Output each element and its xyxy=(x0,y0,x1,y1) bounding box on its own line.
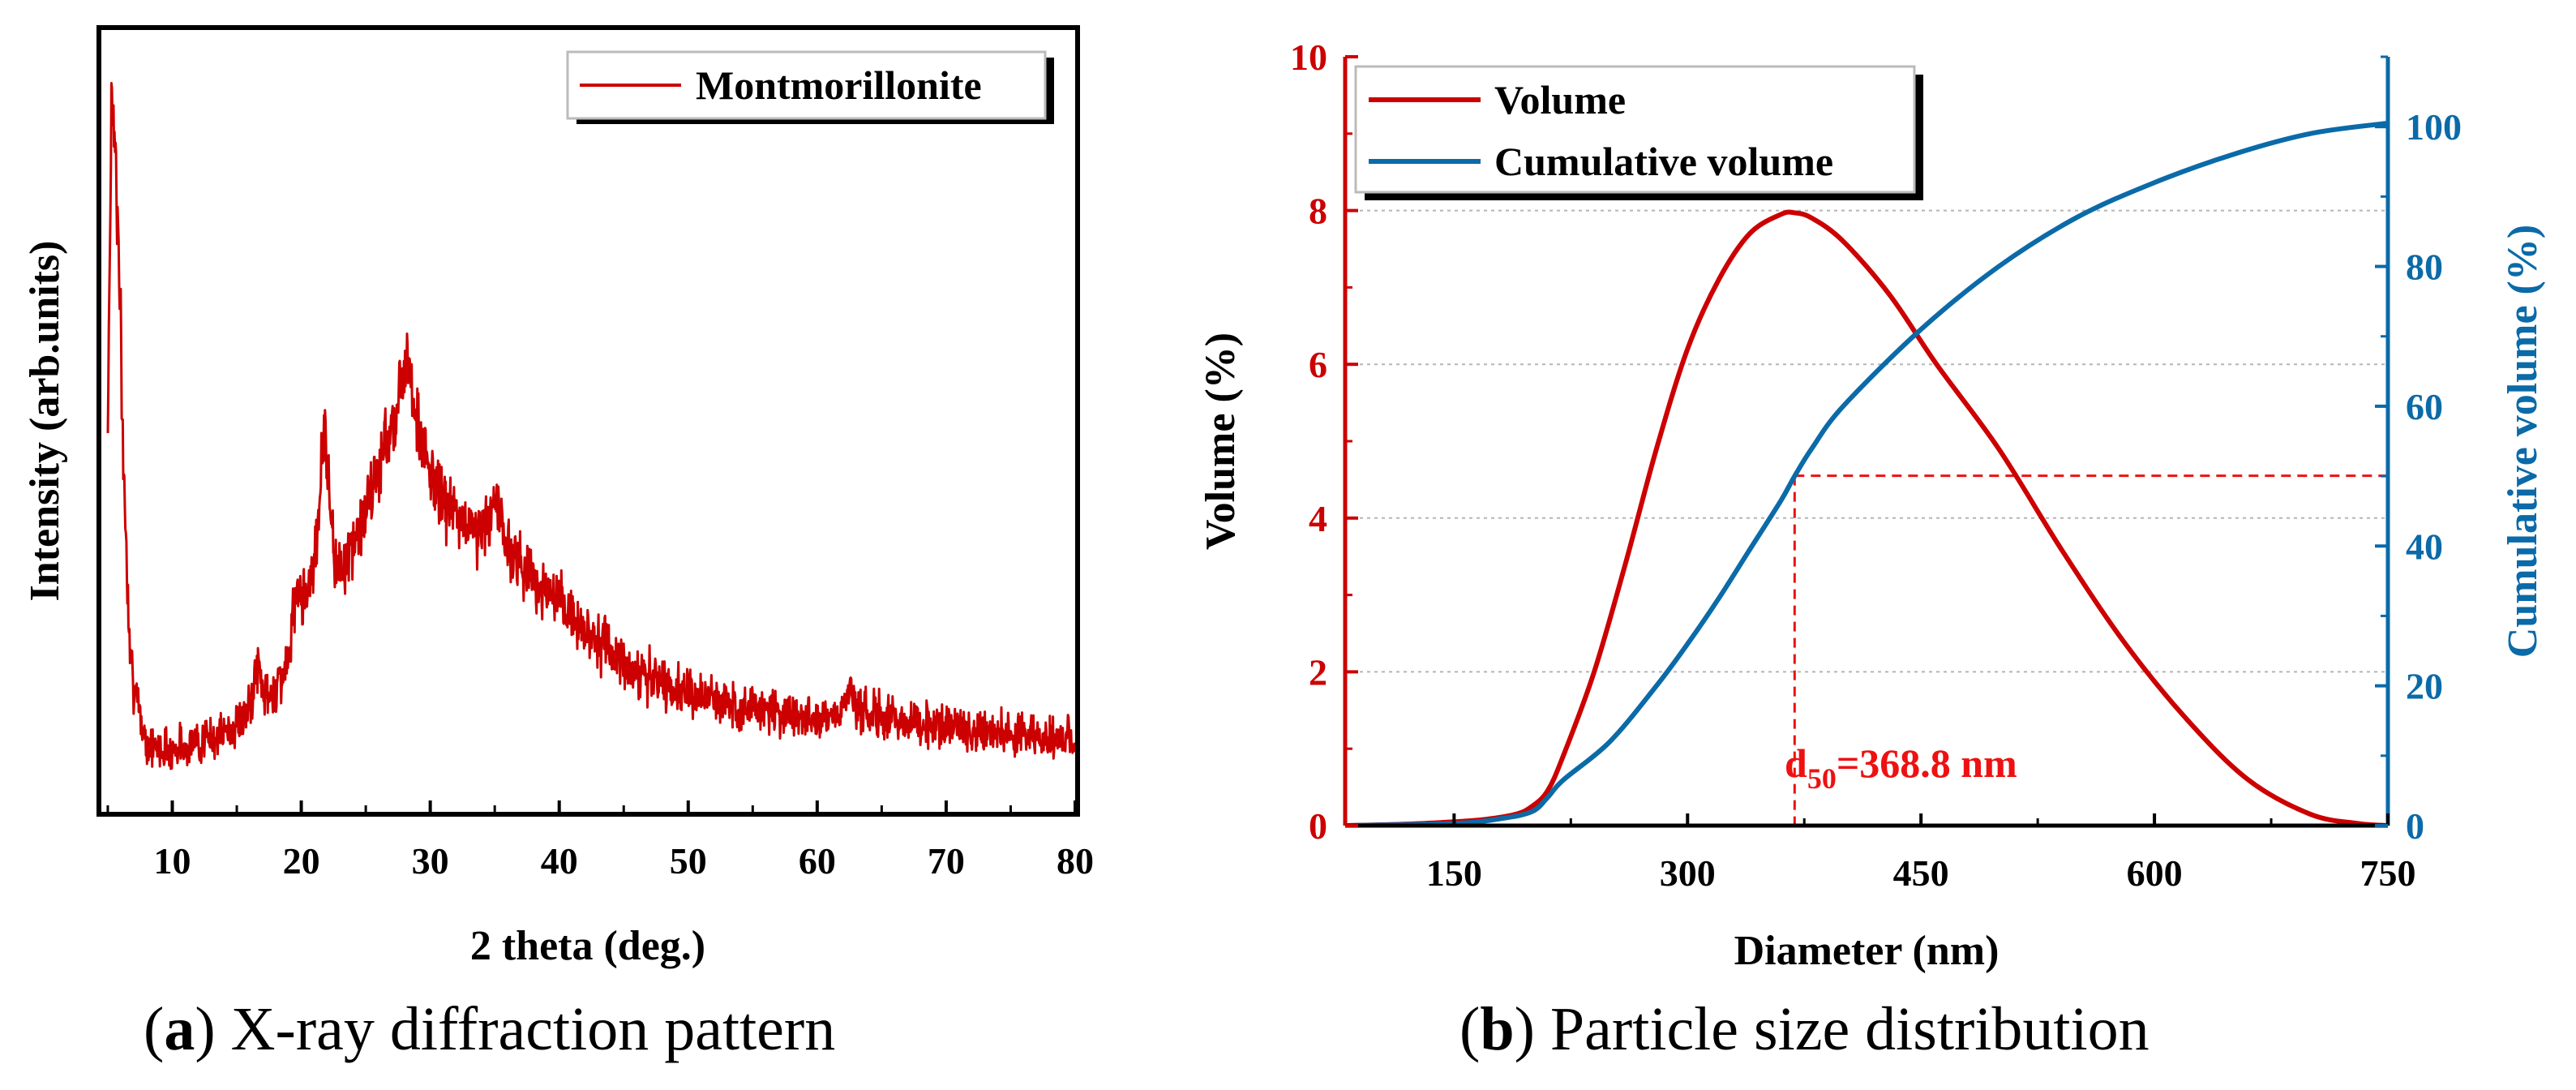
panel-b-psd-chart: 150 300 450 600 750 0 2 4 6 8 10 0 20 40 60 80 100 Vol… xyxy=(1198,36,2546,1063)
xrd-x-tick-label-80: 80 xyxy=(1057,840,1094,882)
xrd-x-tick-label-50: 50 xyxy=(670,840,707,882)
psd-right-y-tick-label-60: 60 xyxy=(2406,386,2443,427)
psd-left-y-tick-label-6: 6 xyxy=(1309,344,1327,385)
xrd-x-ticks: 10 20 30 40 50 60 70 80 xyxy=(106,800,1094,882)
psd-left-y-tick-label-2: 2 xyxy=(1309,651,1327,693)
xrd-x-tick-label-60: 60 xyxy=(799,840,836,882)
psd-volume-line xyxy=(1345,209,2388,826)
psd-left-y-tick-label-8: 8 xyxy=(1309,191,1327,232)
xrd-legend-label: Montmorillonite xyxy=(696,62,982,108)
caption-b-letter: b xyxy=(1480,995,1514,1063)
caption-a-letter: a xyxy=(164,995,195,1063)
psd-right-y-ticks: 0 20 40 60 80 100 xyxy=(2375,55,2462,847)
xrd-y-axis-title: Intensity (arb.units) xyxy=(22,241,68,602)
panel-a-xrd-chart: 10 20 30 40 50 60 70 80 Montmorillonite 2 theta… xyxy=(22,25,1094,1063)
psd-left-y-tick-label-0: 0 xyxy=(1309,805,1327,847)
psd-x-tick-label-150: 150 xyxy=(1426,852,1482,894)
psd-x-tick-label-300: 300 xyxy=(1660,852,1716,894)
d50-annotation: d50=368.8 nm xyxy=(1785,740,2017,795)
xrd-x-tick-label-30: 30 xyxy=(412,840,449,882)
xrd-x-tick-label-20: 20 xyxy=(283,840,320,882)
psd-right-y-axis-title: Cumulative volume (%) xyxy=(2500,225,2546,658)
xrd-montmorillonite-line xyxy=(106,82,1075,770)
xrd-legend: Montmorillonite xyxy=(566,50,1054,124)
caption-a: (a) X-ray diffraction pattern xyxy=(144,995,835,1063)
psd-right-y-tick-label-40: 40 xyxy=(2406,526,2443,567)
psd-right-y-tick-label-100: 100 xyxy=(2406,106,2462,148)
psd-right-y-tick-label-80: 80 xyxy=(2406,247,2443,288)
psd-x-tick-label-600: 600 xyxy=(2127,852,2183,894)
psd-legend-box xyxy=(1354,65,1916,194)
psd-x-tick-label-750: 750 xyxy=(2360,852,2416,894)
psd-left-y-ticks: 0 2 4 6 8 10 xyxy=(1290,36,1358,847)
xrd-plot-frame xyxy=(96,25,1080,817)
psd-left-y-tick-label-4: 4 xyxy=(1309,498,1327,539)
psd-cumulative-line xyxy=(1345,120,2388,826)
xrd-x-axis-title: 2 theta (deg.) xyxy=(470,923,705,969)
caption-b-text: Particle size distribution xyxy=(1535,995,2150,1063)
psd-left-y-tick-label-10: 10 xyxy=(1290,36,1327,78)
psd-x-ticks: 150 300 450 600 750 xyxy=(1426,813,2416,894)
xrd-x-tick-label-10: 10 xyxy=(153,840,191,882)
xrd-x-tick-label-70: 70 xyxy=(928,840,965,882)
caption-a-text: X-ray diffraction pattern xyxy=(216,995,836,1063)
psd-right-y-tick-label-0: 0 xyxy=(2406,805,2424,847)
psd-right-y-tick-label-20: 20 xyxy=(2406,666,2443,707)
psd-legend-volume-label: Volume xyxy=(1494,77,1626,122)
caption-b: (b) Particle size distribution xyxy=(1459,995,2150,1063)
psd-gridlines xyxy=(1345,209,2388,673)
psd-left-y-axis-title: Volume (%) xyxy=(1198,333,1244,550)
psd-legend: Volume Cumulative volume xyxy=(1354,65,1923,200)
xrd-x-tick-label-40: 40 xyxy=(541,840,578,882)
psd-x-tick-label-450: 450 xyxy=(1893,852,1949,894)
psd-legend-cumulative-label: Cumulative volume xyxy=(1494,139,1833,184)
psd-x-axis-title: Diameter (nm) xyxy=(1734,928,2000,974)
